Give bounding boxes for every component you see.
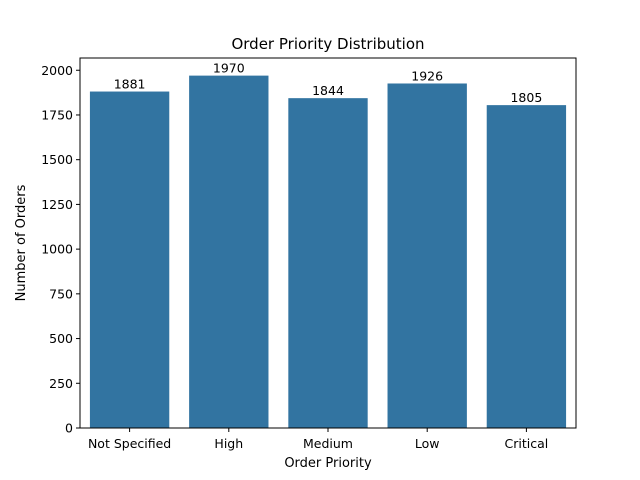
plot-area: 1881 1970 1844 1926 1805 [89,61,567,429]
y-tick-label: 0 [65,421,73,436]
x-axis-label: Order Priority [284,456,372,471]
y-tick-label: 2000 [41,63,73,78]
bar-not-specified [89,91,170,428]
x-tick-label: Low [415,436,440,451]
y-axis: 0 250 500 750 1000 1250 1500 1750 2000 [41,63,80,436]
y-axis-label: Number of Orders [14,184,29,301]
x-tick-label: Medium [303,436,353,451]
bar-high [189,75,269,429]
data-label: 1881 [114,77,146,92]
y-tick-label: 500 [49,331,73,346]
data-label: 1805 [510,90,542,105]
chart-title: Order Priority Distribution [231,35,424,53]
bar-critical [486,105,567,428]
x-axis: Not Specified High Medium Low Critical [88,428,548,451]
y-tick-label: 1500 [41,152,73,167]
y-tick-label: 1000 [41,242,73,257]
data-label: 1844 [312,83,344,98]
y-tick-label: 1250 [41,197,73,212]
bar-medium [288,98,368,428]
x-tick-label: High [214,436,243,451]
data-label: 1926 [411,68,443,83]
x-tick-label: Critical [505,436,549,451]
x-tick-label: Not Specified [88,436,171,451]
bar-low [387,83,467,429]
y-tick-label: 1750 [41,107,73,122]
y-tick-label: 250 [49,376,73,391]
y-tick-label: 750 [49,286,73,301]
data-label: 1970 [213,61,245,76]
